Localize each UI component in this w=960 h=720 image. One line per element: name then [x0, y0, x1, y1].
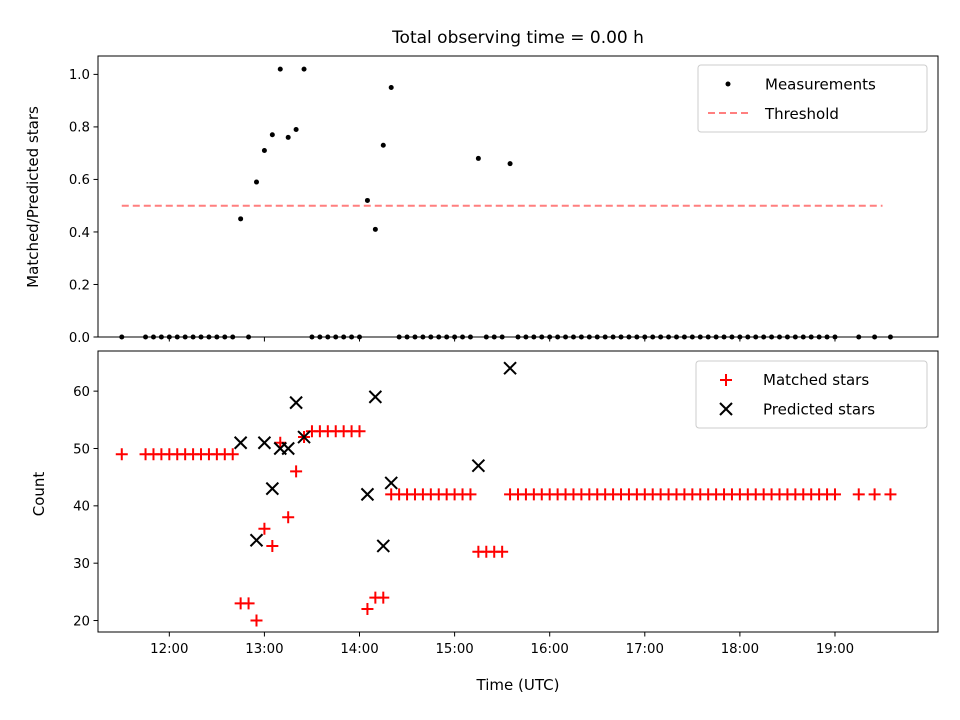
- top-legend: Measurements Threshold: [697, 64, 928, 133]
- top-y-tick-label: 1.0: [69, 68, 90, 83]
- top-axes-frame: [97, 55, 939, 338]
- bottom-x-tick-label: 13:00: [245, 642, 283, 657]
- matched-stars-point: [868, 488, 881, 501]
- bottom-legend-box: [695, 360, 928, 429]
- top-plot-marks: [119, 66, 893, 340]
- matched-stars-point: [884, 488, 897, 501]
- measurement-point: [507, 161, 513, 167]
- measurement-point: [285, 134, 291, 140]
- predicted-stars-point: [289, 395, 303, 410]
- predicted-stars-point: [384, 476, 398, 490]
- matched-stars-point: [828, 488, 841, 501]
- bottom-x-tick-label: 16:00: [531, 642, 569, 657]
- matched-stars-point: [852, 488, 865, 501]
- bottom-axis-ticks: 20 30 40 50 60 12:00 13:00 14:00 15:00 16:00 17:00…: [73, 385, 854, 657]
- measurement-point: [277, 66, 283, 72]
- top-panel: Total observing time = 0.00 h Matched/Pr…: [24, 28, 939, 346]
- matched-stars-point: [282, 511, 295, 524]
- legend-marker-matched-stars: [720, 374, 732, 386]
- legend-label-matched-stars: Matched stars: [763, 371, 869, 389]
- measurement-point: [388, 85, 394, 91]
- bottom-plot-marks: [115, 361, 897, 627]
- bottom-y-tick-label: 30: [73, 557, 90, 572]
- top-y-axis-label: Matched/Predicted stars: [24, 106, 42, 288]
- predicted-stars-point: [471, 458, 486, 473]
- measurement-point: [380, 142, 386, 148]
- legend-label-predicted-stars: Predicted stars: [763, 401, 875, 419]
- measurement-point: [301, 66, 307, 72]
- legend-marker-measurements: [725, 81, 731, 87]
- bottom-x-tick-label: 19:00: [816, 642, 854, 657]
- predicted-stars-point: [360, 487, 375, 502]
- bottom-y-tick-label: 60: [73, 385, 90, 400]
- top-y-tick-label: 0.0: [69, 331, 90, 346]
- matched-stars-point: [274, 436, 287, 449]
- measurement-point: [475, 155, 481, 161]
- matched-stars-point: [353, 425, 366, 438]
- measurement-point: [372, 226, 378, 232]
- top-y-tick-label: 0.8: [69, 121, 90, 136]
- matched-stars-point: [361, 603, 374, 616]
- predicted-stars-point: [257, 436, 272, 450]
- predicted-stars-point: [368, 390, 383, 404]
- predicted-stars-point: [297, 430, 311, 444]
- top-legend-box: [697, 64, 928, 133]
- legend-label-measurements: Measurements: [765, 76, 876, 94]
- legend-marker-predicted-stars: [719, 402, 733, 416]
- predicted-stars-point: [503, 361, 517, 375]
- top-y-tick-label: 0.6: [69, 173, 90, 188]
- matched-stars-point: [496, 545, 509, 558]
- bottom-y-tick-label: 20: [73, 614, 90, 629]
- bottom-x-tick-label: 14:00: [340, 642, 378, 657]
- bottom-x-tick-label: 18:00: [721, 642, 759, 657]
- top-chart-title: Total observing time = 0.00 h: [391, 28, 644, 48]
- bottom-x-tick-label: 15:00: [435, 642, 473, 657]
- matched-stars-point: [242, 597, 255, 610]
- bottom-legend: Matched stars Predicted stars: [695, 360, 928, 429]
- x-axis-label: Time (UTC): [476, 676, 560, 694]
- measurement-point: [293, 127, 299, 133]
- matched-stars-point: [250, 614, 263, 627]
- bottom-axes-frame: [97, 350, 939, 633]
- top-y-tick-label: 0.2: [69, 278, 90, 293]
- matched-stars-point: [266, 539, 279, 552]
- matched-stars-point: [290, 465, 303, 478]
- predicted-stars-point: [265, 481, 280, 496]
- measurement-point: [269, 132, 275, 138]
- predicted-stars-point: [376, 539, 390, 553]
- top-y-tick-label: 0.4: [69, 226, 90, 241]
- matched-stars-point: [115, 448, 128, 461]
- legend-label-threshold: Threshold: [764, 105, 839, 123]
- measurement-point: [253, 179, 259, 185]
- bottom-x-tick-label: 12:00: [150, 642, 188, 657]
- bottom-y-tick-label: 50: [73, 442, 90, 457]
- measurement-point: [261, 148, 267, 154]
- matched-stars-point: [377, 591, 390, 604]
- predicted-stars-point: [249, 533, 264, 547]
- matched-stars-point: [464, 488, 477, 501]
- matched-stars-point: [226, 448, 239, 461]
- bottom-y-axis-label: Count: [30, 472, 48, 517]
- bottom-panel: Count Time (UTC) 20 30 40 50 60 12:00 13:00 14:…: [30, 350, 939, 694]
- measurement-point: [238, 216, 244, 222]
- bottom-x-tick-label: 17:00: [626, 642, 664, 657]
- matched-stars-point: [258, 522, 271, 535]
- predicted-stars-point: [233, 436, 248, 450]
- predicted-stars-point: [281, 441, 295, 456]
- measurement-point: [364, 197, 370, 203]
- bottom-y-tick-label: 40: [73, 500, 90, 515]
